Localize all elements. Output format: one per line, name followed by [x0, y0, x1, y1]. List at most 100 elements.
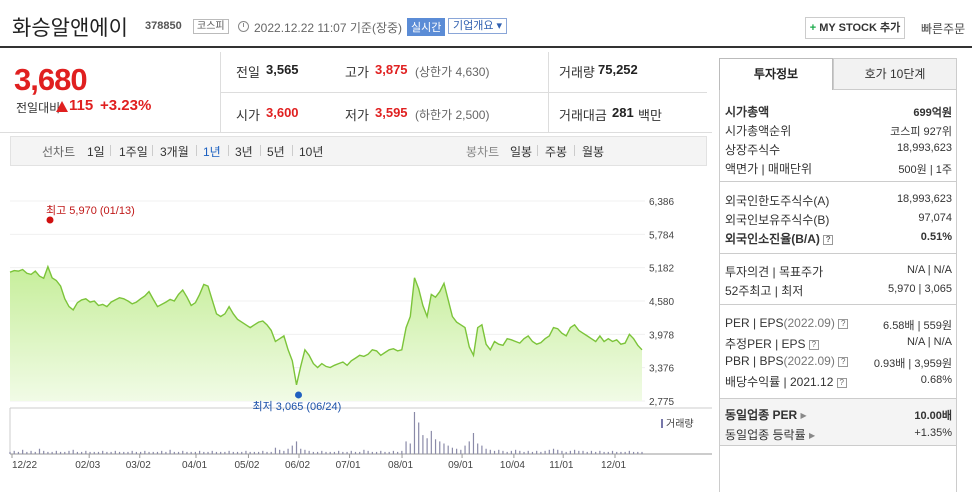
volume-label: 거래량: [559, 65, 595, 80]
volume-bar: [161, 450, 163, 454]
volume-bar: [548, 449, 550, 454]
volume-bar: [333, 451, 336, 454]
company-info-dropdown[interactable]: 기업개요 ▾: [448, 18, 508, 34]
trade-amount-label: 거래대금: [559, 108, 607, 123]
volume-bar: [114, 450, 116, 454]
volume-bar: [388, 451, 390, 454]
candle-monthly[interactable]: 월봉: [582, 145, 605, 159]
volume-bar: [632, 451, 635, 454]
volume-bar: [515, 449, 517, 454]
volume-bar: [498, 449, 500, 454]
period-10y[interactable]: 10년: [299, 145, 324, 159]
help-icon[interactable]: ?: [838, 356, 849, 367]
volume-bar: [590, 450, 593, 454]
volume-bar: [409, 443, 411, 454]
volume-bar: [59, 451, 62, 454]
low-value: 3,595: [375, 105, 408, 120]
per-label-text: PER | EPS: [725, 316, 784, 330]
realtime-badge[interactable]: 실시간: [407, 18, 446, 36]
period-3y[interactable]: 3년: [235, 145, 253, 159]
period-1y[interactable]: 1년: [203, 145, 221, 159]
52w-value: 5,970 | 3,065: [887, 283, 952, 295]
industry-box: [720, 398, 956, 446]
est-per-value: N/A | N/A: [906, 336, 952, 348]
foreign-limit-label: 외국인한도주식수(A): [725, 194, 830, 208]
add-mystock-button[interactable]: + MY STOCK 추가: [805, 17, 905, 39]
volume-bar: [304, 449, 306, 454]
volume-bar: [354, 451, 357, 454]
volume-bar: [144, 450, 146, 454]
volume-bar: [308, 450, 310, 454]
help-icon[interactable]: ?: [836, 377, 847, 388]
stock-name: 화승알앤에이: [12, 17, 128, 40]
x-tick-label: 05/02: [234, 460, 259, 471]
tab-order-book[interactable]: 호가 10단계: [833, 58, 957, 90]
pbr-label-text: PBR | BPS: [725, 354, 784, 368]
divider: [537, 145, 538, 156]
high-label: 고가: [345, 65, 369, 80]
x-tick-label: 10/04: [500, 460, 525, 471]
help-icon[interactable]: ?: [838, 318, 849, 329]
volume-bar: [232, 451, 234, 454]
volume-bar: [510, 450, 512, 454]
volume-bar: [380, 450, 382, 454]
volume-bar: [422, 435, 424, 454]
volume-value: 75,252: [598, 62, 638, 77]
volume-bar: [552, 448, 555, 454]
volume-bar: [329, 451, 331, 454]
volume-bar: [620, 451, 622, 454]
candle-daily[interactable]: 일봉: [510, 145, 533, 159]
chevron-right-icon[interactable]: ▶: [800, 411, 807, 421]
volume-bar: [51, 451, 53, 454]
prev-close-value: 3,565: [266, 62, 299, 77]
volume-bar: [72, 449, 74, 454]
volume-bar: [245, 450, 247, 454]
volume-bar: [156, 451, 159, 454]
up-triangle-icon: [56, 101, 68, 112]
price-chart[interactable]: 6,386 5,784 5,182 4,580 3,978 3,376 2,775 12/2…: [0, 172, 712, 492]
industry-rate-label-text: 동일업종 등락률: [725, 428, 806, 442]
help-icon[interactable]: ?: [808, 339, 819, 350]
x-tick-label: 02/03: [75, 460, 100, 471]
volume-bar: [418, 422, 420, 454]
volume-bar: [367, 450, 369, 454]
volume-bar: [489, 449, 491, 454]
volume-bar: [190, 451, 192, 454]
period-5y[interactable]: 5년: [267, 145, 285, 159]
pbr-bps-label: PBR | BPS(2022.09) ?: [725, 354, 849, 368]
volume-bar: [148, 451, 150, 454]
volume-bar: [481, 445, 483, 454]
volume-bar: [211, 450, 213, 454]
chevron-right-icon[interactable]: ▶: [808, 431, 816, 441]
price-change: 115: [69, 97, 94, 114]
volume-bar: [565, 451, 567, 454]
volume-bar: [102, 450, 104, 454]
divider: [574, 145, 575, 156]
volume-bar: [384, 451, 386, 454]
volume-bar: [199, 450, 201, 454]
volume-bar: [140, 451, 142, 454]
volume-bar: [401, 450, 403, 454]
tab-invest-info[interactable]: 투자정보: [719, 58, 833, 90]
shares-label: 상장주식수: [725, 143, 781, 157]
volume-bar: [350, 450, 352, 454]
help-icon[interactable]: ?: [823, 234, 834, 245]
volume-bar: [359, 451, 361, 454]
trade-amount-unit: 백만: [638, 108, 662, 123]
volume-bar: [135, 451, 137, 454]
x-tick-label: 04/01: [182, 460, 207, 471]
dividend-value: 0.68%: [920, 374, 952, 386]
volume-bars: [9, 412, 643, 454]
quote-timestamp: 2022.12.22 11:07 기준(장중): [254, 21, 403, 35]
divider: [292, 145, 293, 156]
period-3m[interactable]: 3개월: [160, 145, 189, 159]
candle-weekly[interactable]: 주봉: [545, 145, 568, 159]
low-label: 저가: [345, 108, 369, 123]
prev-close-label: 전일: [236, 65, 260, 80]
period-1d[interactable]: 1일: [87, 145, 105, 159]
y-tick-label: 6,386: [649, 197, 674, 208]
quick-order-link[interactable]: 빠른주문: [921, 22, 966, 36]
volume-legend: 거래량: [666, 418, 694, 430]
period-1w[interactable]: 1주일: [119, 145, 148, 159]
pbr-bps-value: 0.93배 | 3,959원: [873, 358, 952, 370]
